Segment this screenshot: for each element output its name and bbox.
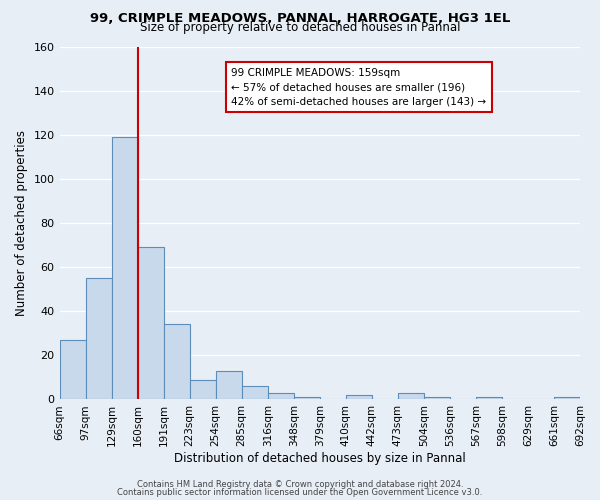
Bar (554, 398, 580, 400)
Text: Size of property relative to detached houses in Pannal: Size of property relative to detached ho… (140, 22, 460, 35)
Bar (215, 371, 242, 400)
Bar (398, 393, 424, 400)
Bar (242, 386, 268, 400)
X-axis label: Distribution of detached houses by size in Pannal: Distribution of detached houses by size … (174, 452, 466, 465)
Bar (268, 393, 294, 400)
Bar (346, 395, 372, 400)
Text: 99 CRIMPLE MEADOWS: 159sqm
← 57% of detached houses are smaller (196)
42% of sem: 99 CRIMPLE MEADOWS: 159sqm ← 57% of deta… (231, 68, 487, 108)
Bar (59, 340, 86, 400)
Text: 99, CRIMPLE MEADOWS, PANNAL, HARROGATE, HG3 1EL: 99, CRIMPLE MEADOWS, PANNAL, HARROGATE, … (90, 12, 510, 24)
Bar (424, 398, 450, 400)
Bar (112, 137, 137, 400)
Bar (294, 398, 320, 400)
Bar (190, 380, 215, 400)
Bar (164, 324, 190, 400)
Text: Contains public sector information licensed under the Open Government Licence v3: Contains public sector information licen… (118, 488, 482, 497)
Text: Contains HM Land Registry data © Crown copyright and database right 2024.: Contains HM Land Registry data © Crown c… (137, 480, 463, 489)
Bar (86, 278, 112, 400)
Bar (137, 247, 164, 400)
Y-axis label: Number of detached properties: Number of detached properties (15, 130, 28, 316)
Bar (476, 398, 502, 400)
